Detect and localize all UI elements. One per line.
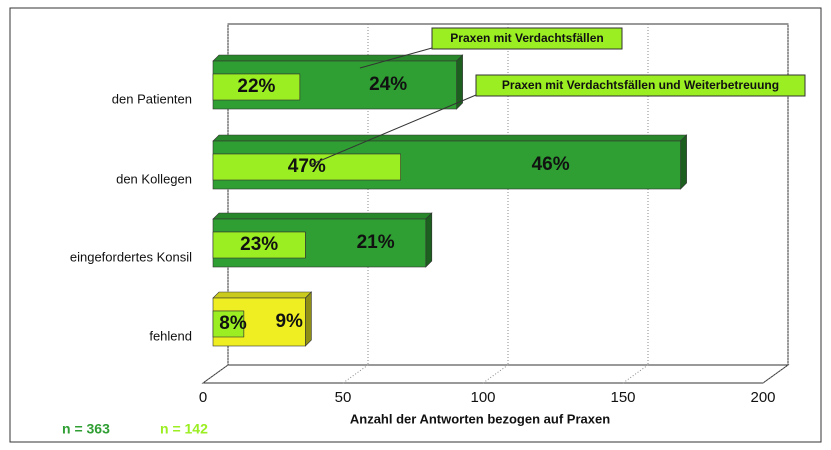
- y-tick-label: eingefordertes Konsil: [70, 249, 192, 264]
- bar-side: [680, 134, 687, 190]
- grid-line: [342, 364, 369, 384]
- grid-line: [482, 364, 509, 384]
- bar-side: [425, 212, 433, 268]
- x-tick-label: 150: [610, 389, 635, 406]
- bar-side: [305, 291, 312, 347]
- grid-line: [762, 364, 789, 384]
- legend-label: Praxen mit Verdachtsfällen und Weiterbet…: [502, 78, 779, 92]
- bar: [212, 153, 401, 181]
- x-tick-label: 200: [750, 389, 775, 406]
- x-tick-label: 0: [199, 389, 207, 406]
- value-label: 24%: [369, 74, 407, 95]
- value-label: 22%: [237, 76, 275, 97]
- bar-top: [212, 212, 433, 220]
- value-label: 47%: [288, 156, 326, 177]
- value-label: 46%: [532, 154, 570, 175]
- leader-line: [309, 94, 477, 166]
- y-tick-label: den Patienten: [112, 91, 192, 106]
- sample-size: n = 363: [62, 421, 110, 437]
- frame: [9, 7, 822, 443]
- bar-top: [212, 291, 313, 299]
- legend-label: Praxen mit Verdachtsfällen: [450, 31, 603, 45]
- bar-top: [212, 134, 688, 142]
- legend-box: [475, 74, 806, 97]
- bar: [212, 73, 301, 101]
- bar-top: [212, 54, 464, 62]
- value-label: 8%: [219, 313, 247, 334]
- x-tick-label: 50: [335, 389, 352, 406]
- grid-line: [622, 364, 649, 384]
- y-tick-label: den Kollegen: [116, 171, 192, 186]
- value-label: 9%: [275, 311, 303, 332]
- legend-box: [431, 27, 623, 50]
- bar: [212, 231, 306, 259]
- bar: [212, 310, 245, 338]
- x-axis-label: Anzahl der Antworten bezogen auf Praxen: [350, 411, 610, 426]
- leader-line: [359, 47, 433, 69]
- value-label: 23%: [240, 234, 278, 255]
- value-label: 21%: [357, 232, 395, 253]
- sample-size: n = 142: [160, 421, 208, 437]
- grid-line: [202, 364, 229, 384]
- x-tick-label: 100: [470, 389, 495, 406]
- y-tick-label: fehlend: [149, 328, 192, 343]
